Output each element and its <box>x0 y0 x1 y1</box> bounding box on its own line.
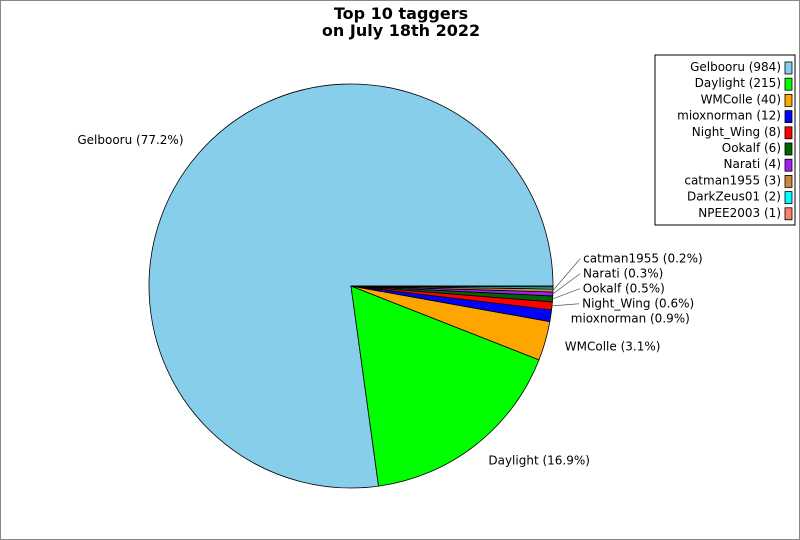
legend-swatch-ookalf <box>784 142 793 156</box>
legend-swatch-daylight <box>784 77 793 91</box>
slice-label-narati: Narati (0.3%) <box>583 267 663 281</box>
legend-swatch-npee2003 <box>784 207 793 221</box>
slice-label-wmcolle: WMColle (3.1%) <box>565 340 661 354</box>
legend: Gelbooru (984) Daylight (215) WMColle (40)… <box>654 54 796 226</box>
legend-swatch-mioxnorman <box>784 110 793 123</box>
slice-label-mioxnorman: mioxnorman (0.9%) <box>571 312 690 326</box>
legend-label: mioxnorman (12) <box>677 109 781 123</box>
legend-swatch-darkzeus01 <box>784 191 793 205</box>
legend-label: catman1955 (3) <box>684 173 781 187</box>
slice-label-catman1955: catman1955 (0.2%) <box>583 252 703 266</box>
legend-label: Narati (4) <box>724 157 781 171</box>
slice-label-gelbooru: Gelbooru (77.2%) <box>77 133 183 147</box>
leader-line-narati <box>552 273 581 295</box>
leader-line-ookalf <box>552 288 580 300</box>
slice-label-daylight: Daylight (16.9%) <box>488 454 590 468</box>
legend-label: Daylight (215) <box>695 76 781 90</box>
legend-label: NPEE2003 (1) <box>698 206 781 220</box>
legend-swatch-narati <box>784 158 793 172</box>
legend-swatch-wmcolle <box>784 94 793 107</box>
pie-slice-npee2003 <box>350 285 554 288</box>
chart-title-line-2: on July 18th 2022 <box>322 21 480 40</box>
legend-swatch-catman1955 <box>784 174 793 188</box>
pie-slice-daylight <box>350 285 540 487</box>
leader-line-night_wing <box>551 303 580 307</box>
legend-label: Ookalf (6) <box>722 141 781 155</box>
chart-title-line-1: Top 10 taggers <box>334 4 468 23</box>
legend-label: Night_Wing (8) <box>692 125 781 139</box>
legend-swatch-gelbooru <box>784 61 793 75</box>
slice-label-ookalf: Ookalf (0.5%) <box>583 282 665 296</box>
slice-label-night_wing: Night_Wing (0.6%) <box>582 297 694 311</box>
legend-label: DarkZeus01 (2) <box>687 190 781 204</box>
legend-label: Gelbooru (984) <box>690 60 781 74</box>
legend-box <box>654 54 796 226</box>
legend-swatch-night_wing <box>784 126 793 140</box>
legend-label: WMColle (40) <box>701 92 781 106</box>
leader-line-catman1955 <box>552 258 581 291</box>
